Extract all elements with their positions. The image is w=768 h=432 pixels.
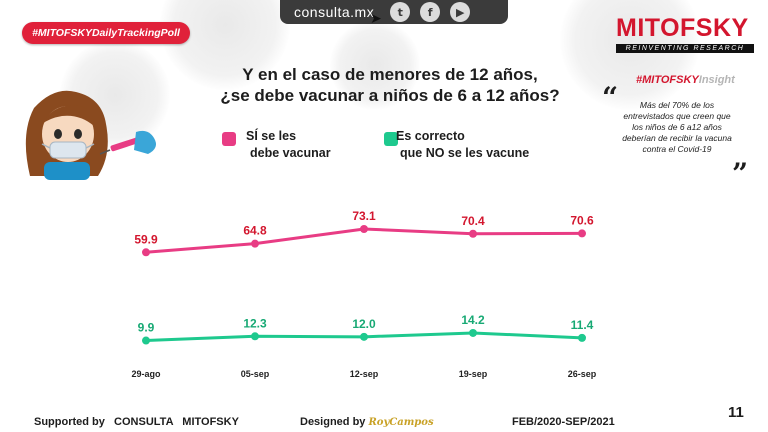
child-with-mask-illustration — [25, 90, 156, 180]
tracking-poll-badge: #MITOFSKYDailyTrackingPoll — [22, 22, 190, 44]
x-tick-label: 26-sep — [568, 369, 597, 379]
open-quote-icon: “ — [602, 81, 619, 114]
designer-signature: RoyCampos — [368, 417, 434, 428]
x-tick-label: 12-sep — [350, 369, 379, 379]
data-label-no: 9.9 — [138, 321, 155, 335]
data-point-no — [360, 332, 368, 341]
data-point-no — [251, 332, 259, 341]
data-label-yes: 73.1 — [352, 209, 376, 223]
question-line-2: ¿se debe vacunar a niños de 6 a 12 años? — [220, 86, 560, 105]
data-label-no: 12.0 — [352, 317, 376, 331]
insight-text: Más del 70% de los entrevistados que cre… — [622, 100, 732, 154]
data-label-yes: 64.8 — [243, 224, 267, 238]
data-point-no — [142, 336, 150, 345]
data-point-yes — [360, 225, 368, 233]
data-point-yes — [142, 248, 150, 257]
data-label-yes: 70.6 — [570, 213, 594, 227]
mouse-cursor-icon: ➤ — [370, 10, 382, 26]
insight-box: “ Más del 70% de los entrevistados que c… — [602, 84, 752, 188]
data-point-no — [469, 328, 477, 337]
twitter-icon[interactable]: t — [390, 2, 411, 22]
top-bar: consulta.mx t f ▶ — [280, 0, 508, 24]
insight-title: #MITOFSKYInsight — [636, 74, 735, 86]
legend-yes-line-2: debe vacunar — [250, 146, 331, 160]
youtube-icon[interactable]: ▶ — [450, 2, 471, 22]
x-tick-label: 29-ago — [131, 369, 161, 379]
period-label: FEB/2020-SEP/2021 — [512, 416, 615, 428]
insight-title-rest: Insight — [698, 74, 735, 86]
line-chart: 59.9 64.8 73.1 70.4 70.6 9.9 12.3 12.0 14.2 11.4 2… — [131, 209, 597, 379]
legend-no-line-2: que NO se les vacune — [400, 146, 530, 160]
data-label-no: 12.3 — [243, 316, 267, 330]
designed-by-label: Designed by — [300, 416, 366, 428]
data-point-no — [578, 333, 586, 342]
brand-tagline: REINVENTING RESEARCH — [616, 44, 754, 53]
page-number: 11 — [728, 404, 744, 421]
legend-swatch-no — [384, 132, 398, 146]
facebook-icon[interactable]: f — [420, 2, 441, 22]
legend-swatch-yes — [222, 132, 236, 146]
legend-no-line-1: Es correcto — [396, 129, 465, 143]
x-tick-label: 05-sep — [241, 369, 270, 379]
legend-label-no: Es correcto que NO se les vacune — [396, 128, 529, 162]
virus-decoration — [560, 0, 700, 110]
data-label-yes: 59.9 — [134, 232, 158, 246]
data-point-yes — [469, 229, 477, 238]
insight-title-hash: #MITOFSKY — [636, 74, 699, 86]
data-point-yes — [251, 239, 259, 248]
x-tick-label: 19-sep — [459, 369, 488, 379]
data-label-yes: 70.4 — [461, 214, 485, 228]
site-link[interactable]: consulta.mx — [294, 4, 375, 20]
close-quote-icon: ” — [732, 157, 749, 190]
virus-decoration — [330, 20, 420, 110]
data-label-no: 11.4 — [571, 318, 594, 332]
brand-logo: MITOFSKY REINVENTING RESEARCH — [616, 14, 754, 53]
legend-yes-line-1: SÍ se les — [246, 129, 297, 143]
chart-title: Y en el caso de menores de 12 años, ¿se … — [200, 64, 580, 106]
data-point-yes — [578, 229, 586, 238]
question-line-1: Y en el caso de menores de 12 años, — [242, 65, 538, 84]
supported-by: Supported by CONSULTA MITOFSKY — [34, 416, 239, 428]
data-label-no: 14.2 — [461, 313, 485, 327]
brand-name: MITOFSKY — [616, 14, 749, 42]
designed-by: Designed by RoyCampos — [300, 416, 434, 428]
legend-label-yes: SÍ se les debe vacunar — [246, 128, 331, 162]
